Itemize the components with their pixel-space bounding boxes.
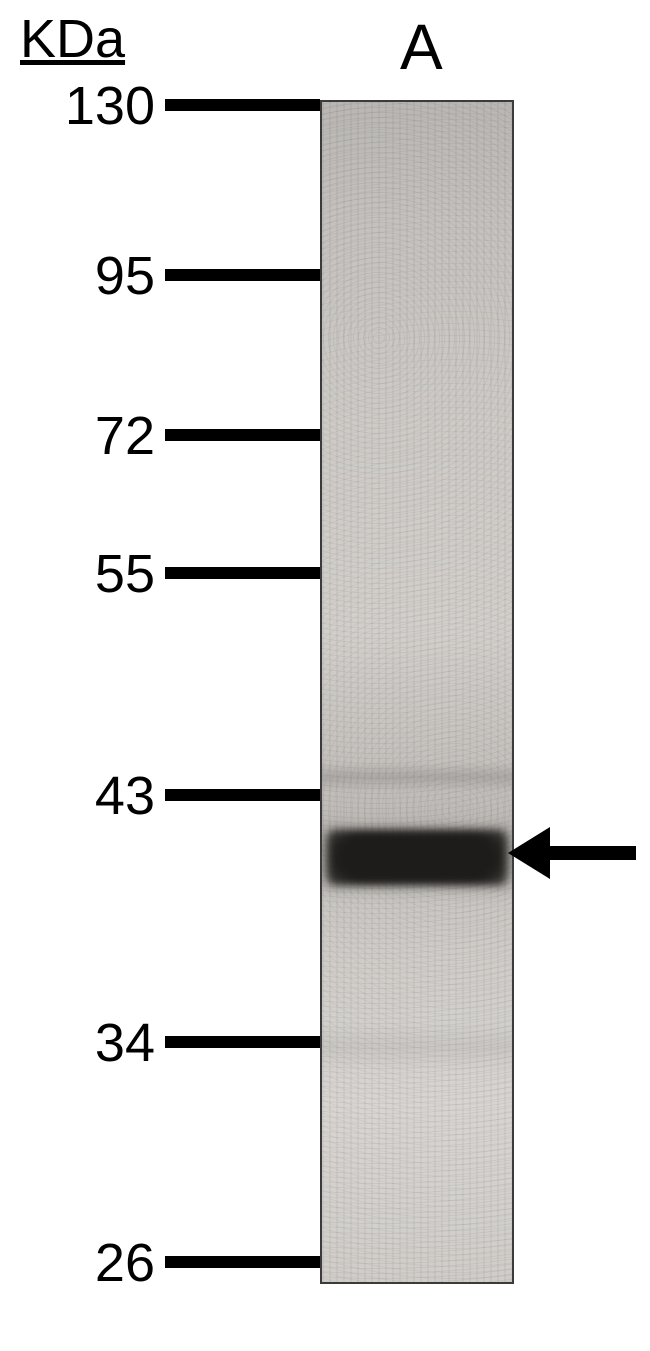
target-band	[328, 830, 506, 885]
unit-label: KDa	[20, 8, 125, 70]
blot-figure: KDa A 130 95 72 55 43 34 26	[0, 0, 650, 1351]
mw-label: 34	[0, 1012, 155, 1074]
mw-label: 55	[0, 543, 155, 605]
mw-label: 130	[0, 75, 155, 137]
blot-lane	[320, 100, 514, 1284]
band-arrow-shaft	[548, 846, 636, 860]
band-arrow-head	[508, 827, 550, 879]
mw-tick	[165, 567, 320, 579]
mw-tick	[165, 429, 320, 441]
mw-label: 95	[0, 245, 155, 307]
mw-tick	[165, 789, 320, 801]
mw-tick	[165, 99, 320, 111]
lane-label: A	[400, 10, 443, 84]
mw-label: 26	[0, 1232, 155, 1294]
mw-tick	[165, 1036, 320, 1048]
lane-smudge	[322, 762, 512, 792]
mw-tick	[165, 1256, 320, 1268]
lane-smudge	[322, 1022, 512, 1072]
mw-tick	[165, 269, 320, 281]
lane-background	[322, 102, 512, 1282]
mw-label: 72	[0, 405, 155, 467]
mw-label: 43	[0, 765, 155, 827]
